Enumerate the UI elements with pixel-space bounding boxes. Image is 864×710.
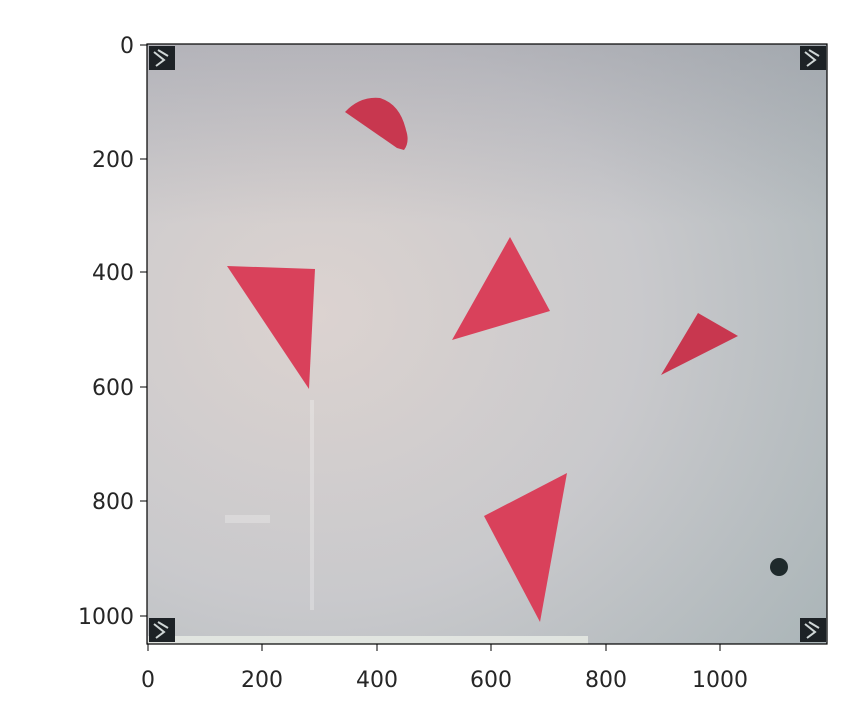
aruco-marker-icon bbox=[149, 618, 175, 642]
y-tick-label: 400 bbox=[92, 261, 134, 286]
y-axis: 0 200 400 600 800 1000 bbox=[78, 34, 147, 630]
aruco-marker-icon bbox=[800, 46, 826, 70]
axes-frame bbox=[146, 43, 828, 645]
y-tick-label: 0 bbox=[120, 34, 134, 59]
dot-marker bbox=[770, 558, 788, 576]
y-tick-label: 600 bbox=[92, 376, 134, 401]
aruco-marker-icon bbox=[800, 618, 826, 642]
triangle-shape bbox=[227, 266, 315, 389]
x-tick-label: 1000 bbox=[692, 668, 748, 693]
x-tick-label: 400 bbox=[356, 668, 398, 693]
aruco-marker-icon bbox=[149, 46, 175, 70]
x-tick-label: 800 bbox=[585, 668, 627, 693]
semicircle-shape bbox=[345, 97, 408, 150]
photo bbox=[147, 44, 827, 644]
y-tick-label: 1000 bbox=[78, 605, 134, 630]
triangle-shape bbox=[452, 237, 550, 340]
x-tick-label: 200 bbox=[241, 668, 283, 693]
triangle-shape bbox=[661, 313, 738, 375]
x-axis: 0 200 400 600 800 1000 bbox=[141, 644, 748, 693]
triangle-shape bbox=[484, 473, 567, 622]
y-tick-label: 200 bbox=[92, 148, 134, 173]
x-tick-label: 600 bbox=[470, 668, 512, 693]
x-tick-label: 0 bbox=[141, 668, 155, 693]
y-tick-label: 800 bbox=[92, 490, 134, 515]
